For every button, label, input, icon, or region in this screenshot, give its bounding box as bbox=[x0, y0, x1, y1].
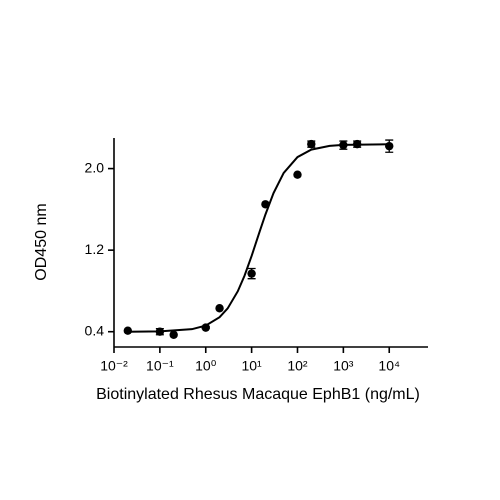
data-point bbox=[169, 330, 178, 339]
data-point bbox=[307, 139, 316, 149]
data-point bbox=[247, 269, 256, 278]
data-point bbox=[201, 323, 210, 332]
data-point bbox=[123, 326, 133, 335]
data-point bbox=[155, 327, 165, 336]
x-tick-label: 10⁻² bbox=[100, 358, 128, 374]
y-axis-label: OD450 nm bbox=[33, 203, 50, 280]
data-point bbox=[339, 140, 348, 150]
x-tick-label: 10³ bbox=[333, 358, 354, 374]
x-tick-label: 10⁰ bbox=[195, 358, 217, 374]
x-tick-label: 10¹ bbox=[241, 358, 262, 374]
data-point bbox=[215, 304, 224, 313]
data-point bbox=[385, 141, 394, 151]
y-tick-label: 1.2 bbox=[85, 241, 105, 257]
x-axis-label: Biotinylated Rhesus Macaque EphB1 (ng/mL… bbox=[96, 386, 420, 403]
data-point bbox=[261, 200, 270, 209]
data-point bbox=[293, 170, 302, 179]
fit-curve bbox=[127, 143, 390, 333]
x-tick-label: 10⁻¹ bbox=[146, 358, 174, 374]
data-point bbox=[352, 139, 362, 149]
y-tick-label: 2.0 bbox=[85, 159, 105, 175]
y-tick-label: 0.4 bbox=[85, 322, 105, 338]
x-tick-label: 10⁴ bbox=[378, 358, 400, 374]
x-tick-label: 10² bbox=[287, 358, 308, 374]
